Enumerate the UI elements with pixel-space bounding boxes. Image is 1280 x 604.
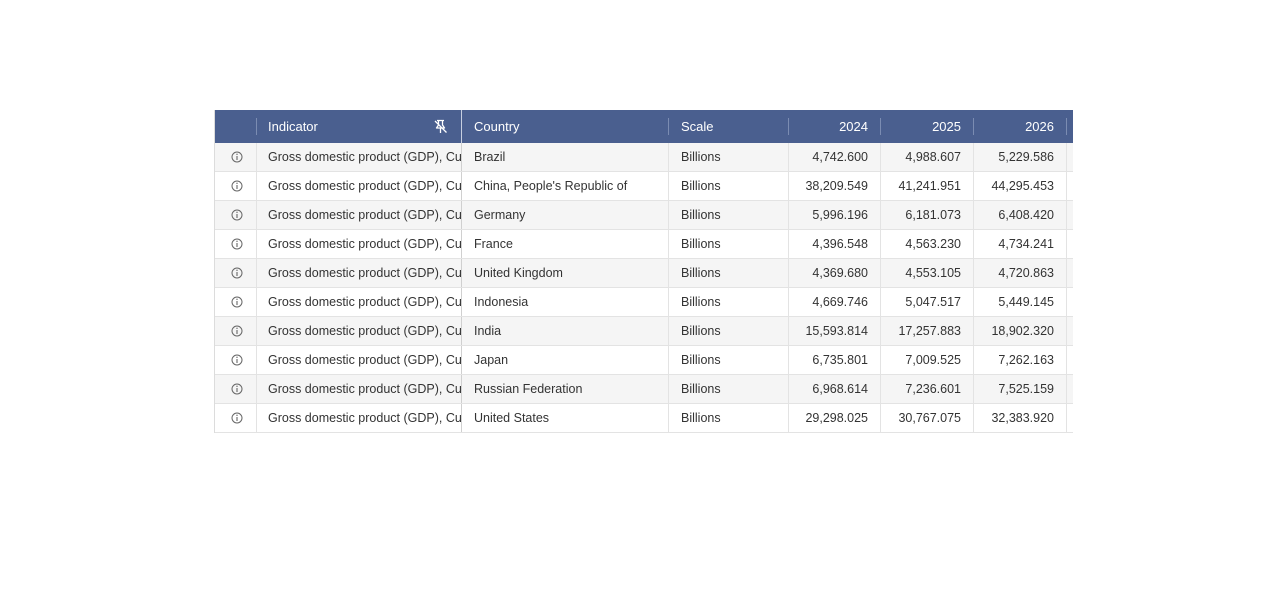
header-2025[interactable]: 2025 xyxy=(932,119,961,134)
cell-2026: 4,720.863 xyxy=(998,266,1054,280)
info-icon[interactable] xyxy=(231,325,243,337)
cell-2026: 4,734.241 xyxy=(998,237,1054,251)
table-row[interactable]: Gross domestic product (GDP), Cu Indonesi… xyxy=(215,288,1073,317)
cell-2025: 5,047.517 xyxy=(905,295,961,309)
cell-indicator: Gross domestic product (GDP), Cu xyxy=(268,353,461,367)
cell-2026: 32,383.920 xyxy=(991,411,1054,425)
cell-2025: 30,767.075 xyxy=(898,411,961,425)
info-icon[interactable] xyxy=(231,180,243,192)
info-icon[interactable] xyxy=(231,209,243,221)
table-row[interactable]: Gross domestic product (GDP), Cu United K… xyxy=(215,259,1073,288)
info-icon[interactable] xyxy=(231,267,243,279)
cell-indicator: Gross domestic product (GDP), Cu xyxy=(268,411,461,425)
header-country[interactable]: Country xyxy=(474,119,520,134)
cell-2024: 6,968.614 xyxy=(812,382,868,396)
info-icon[interactable] xyxy=(231,412,243,424)
cell-2026: 44,295.453 xyxy=(991,179,1054,193)
table-row[interactable]: Gross domestic product (GDP), Cu Russian … xyxy=(215,375,1073,404)
cell-2026: 7,262.163 xyxy=(998,353,1054,367)
cell-country: United Kingdom xyxy=(474,266,563,280)
table-row[interactable]: Gross domestic product (GDP), Cu India Bil… xyxy=(215,317,1073,346)
header-2024[interactable]: 2024 xyxy=(839,119,868,134)
cell-scale: Billions xyxy=(681,324,721,338)
header-2026[interactable]: 2026 xyxy=(1025,119,1054,134)
cell-scale: Billions xyxy=(681,353,721,367)
cell-2024: 6,735.801 xyxy=(812,353,868,367)
cell-2025: 6,181.073 xyxy=(905,208,961,222)
cell-2024: 4,369.680 xyxy=(812,266,868,280)
cell-2026: 6,408.420 xyxy=(998,208,1054,222)
cell-country: India xyxy=(474,324,502,338)
table-row[interactable]: Gross domestic product (GDP), Cu Brazil Bi… xyxy=(215,143,1073,172)
cell-country: Japan xyxy=(474,353,509,367)
cell-2025: 41,241.951 xyxy=(898,179,961,193)
cell-scale: Billions xyxy=(681,266,721,280)
cell-country: Brazil xyxy=(474,150,506,164)
cell-2026: 7,525.159 xyxy=(998,382,1054,396)
cell-country: United States xyxy=(474,411,550,425)
cell-indicator: Gross domestic product (GDP), Cu xyxy=(268,237,461,251)
cell-2025: 7,236.601 xyxy=(905,382,961,396)
data-grid: Indicator Country Scale 2024 2025 2026 G… xyxy=(214,110,1073,433)
header-scale[interactable]: Scale xyxy=(681,119,714,134)
cell-country: Germany xyxy=(474,208,526,222)
info-icon[interactable] xyxy=(231,296,243,308)
cell-2025: 4,988.607 xyxy=(905,150,961,164)
cell-scale: Billions xyxy=(681,382,721,396)
grid-header: Indicator Country Scale 2024 2025 2026 xyxy=(215,110,1073,143)
cell-2025: 7,009.525 xyxy=(905,353,961,367)
cell-2026: 5,449.145 xyxy=(998,295,1054,309)
cell-scale: Billions xyxy=(681,208,721,222)
table-row[interactable]: Gross domestic product (GDP), Cu France Bi… xyxy=(215,230,1073,259)
cell-indicator: Gross domestic product (GDP), Cu xyxy=(268,324,461,338)
cell-2024: 29,298.025 xyxy=(805,411,868,425)
info-icon[interactable] xyxy=(231,354,243,366)
cell-2026: 18,902.320 xyxy=(991,324,1054,338)
cell-2024: 4,669.746 xyxy=(812,295,868,309)
cell-2024: 38,209.549 xyxy=(805,179,868,193)
cell-indicator: Gross domestic product (GDP), Cu xyxy=(268,208,461,222)
cell-2025: 4,563.230 xyxy=(905,237,961,251)
unpin-icon[interactable] xyxy=(433,119,448,134)
info-icon[interactable] xyxy=(231,238,243,250)
cell-scale: Billions xyxy=(681,237,721,251)
cell-country: China, People's Republic of xyxy=(474,179,628,193)
header-indicator[interactable]: Indicator xyxy=(268,119,318,134)
info-icon[interactable] xyxy=(231,383,243,395)
cell-2025: 4,553.105 xyxy=(905,266,961,280)
cell-indicator: Gross domestic product (GDP), Cu xyxy=(268,382,461,396)
cell-2025: 17,257.883 xyxy=(898,324,961,338)
table-row[interactable]: Gross domestic product (GDP), Cu United S… xyxy=(215,404,1073,433)
cell-2024: 4,396.548 xyxy=(812,237,868,251)
cell-scale: Billions xyxy=(681,150,721,164)
cell-2024: 4,742.600 xyxy=(812,150,868,164)
cell-2024: 5,996.196 xyxy=(812,208,868,222)
cell-indicator: Gross domestic product (GDP), Cu xyxy=(268,266,461,280)
cell-country: Russian Federation xyxy=(474,382,583,396)
info-icon[interactable] xyxy=(231,151,243,163)
cell-country: Indonesia xyxy=(474,295,529,309)
cell-indicator: Gross domestic product (GDP), Cu xyxy=(268,150,461,164)
table-row[interactable]: Gross domestic product (GDP), Cu Germany B… xyxy=(215,201,1073,230)
cell-indicator: Gross domestic product (GDP), Cu xyxy=(268,179,461,193)
grid-body: Gross domestic product (GDP), Cu Brazil Bi… xyxy=(215,143,1073,433)
table-row[interactable]: Gross domestic product (GDP), Cu Japan Bil… xyxy=(215,346,1073,375)
table-row[interactable]: Gross domestic product (GDP), Cu China, P… xyxy=(215,172,1073,201)
cell-scale: Billions xyxy=(681,411,721,425)
cell-indicator: Gross domestic product (GDP), Cu xyxy=(268,295,461,309)
cell-country: France xyxy=(474,237,513,251)
cell-scale: Billions xyxy=(681,295,721,309)
cell-scale: Billions xyxy=(681,179,721,193)
cell-2024: 15,593.814 xyxy=(805,324,868,338)
cell-2026: 5,229.586 xyxy=(998,150,1054,164)
